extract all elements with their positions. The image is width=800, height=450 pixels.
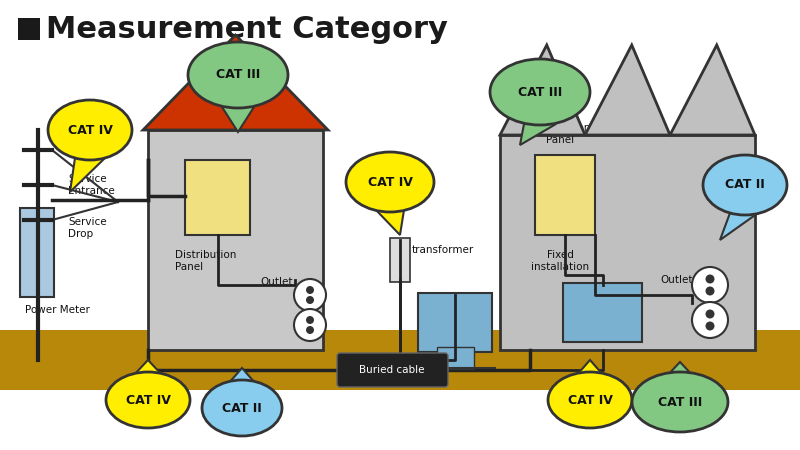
Ellipse shape [703, 155, 787, 215]
FancyBboxPatch shape [185, 160, 250, 235]
Ellipse shape [548, 372, 632, 428]
Circle shape [692, 267, 728, 303]
Text: Service
Entrance: Service Entrance [68, 174, 114, 196]
Polygon shape [520, 124, 556, 145]
Circle shape [706, 310, 714, 319]
FancyBboxPatch shape [337, 353, 448, 387]
Polygon shape [670, 45, 755, 135]
Polygon shape [133, 360, 163, 376]
Text: Outlet: Outlet [660, 275, 693, 285]
Text: CAT IV: CAT IV [67, 123, 113, 136]
Polygon shape [585, 45, 670, 135]
Text: Distribution
Panel: Distribution Panel [530, 122, 590, 145]
Polygon shape [143, 35, 328, 130]
Ellipse shape [202, 380, 282, 436]
Ellipse shape [188, 42, 288, 108]
Polygon shape [665, 362, 695, 378]
Circle shape [294, 309, 326, 341]
Ellipse shape [106, 372, 190, 428]
FancyBboxPatch shape [563, 283, 642, 342]
Ellipse shape [48, 100, 132, 160]
Polygon shape [376, 210, 404, 235]
FancyBboxPatch shape [390, 238, 410, 282]
Text: Fixed
installation: Fixed installation [531, 250, 589, 272]
Text: Buried cable: Buried cable [359, 365, 425, 375]
FancyBboxPatch shape [500, 135, 755, 350]
Polygon shape [576, 360, 604, 376]
Polygon shape [228, 368, 256, 384]
Text: Outlet: Outlet [260, 277, 293, 287]
Text: CAT III: CAT III [216, 68, 260, 81]
Text: Service
Drop: Service Drop [68, 217, 106, 239]
Ellipse shape [346, 152, 434, 212]
Circle shape [306, 286, 314, 294]
Text: Distribution
Panel: Distribution Panel [175, 250, 236, 272]
FancyBboxPatch shape [148, 130, 323, 350]
FancyBboxPatch shape [437, 347, 474, 369]
Text: CAT IV: CAT IV [126, 393, 170, 406]
Text: Power Meter: Power Meter [25, 305, 90, 315]
Circle shape [306, 326, 314, 334]
FancyBboxPatch shape [535, 155, 595, 235]
Ellipse shape [490, 59, 590, 125]
FancyBboxPatch shape [418, 293, 492, 352]
Text: transformer: transformer [412, 245, 474, 255]
Text: CAT IV: CAT IV [367, 176, 413, 189]
Text: CAT III: CAT III [658, 396, 702, 409]
Circle shape [706, 321, 714, 330]
Circle shape [706, 287, 714, 296]
Text: Measurement Category: Measurement Category [46, 14, 448, 44]
FancyBboxPatch shape [18, 18, 40, 40]
Polygon shape [222, 107, 254, 132]
Circle shape [294, 279, 326, 311]
Text: CAT III: CAT III [518, 86, 562, 99]
FancyBboxPatch shape [0, 330, 800, 390]
Polygon shape [500, 45, 585, 135]
Circle shape [306, 316, 314, 324]
Text: CAT IV: CAT IV [567, 393, 613, 406]
Text: CAT II: CAT II [725, 179, 765, 192]
Polygon shape [70, 158, 105, 192]
Ellipse shape [632, 372, 728, 432]
Text: CAT II: CAT II [222, 401, 262, 414]
Polygon shape [720, 213, 758, 240]
Circle shape [692, 302, 728, 338]
Circle shape [306, 296, 314, 304]
FancyBboxPatch shape [20, 208, 54, 297]
Circle shape [706, 274, 714, 284]
